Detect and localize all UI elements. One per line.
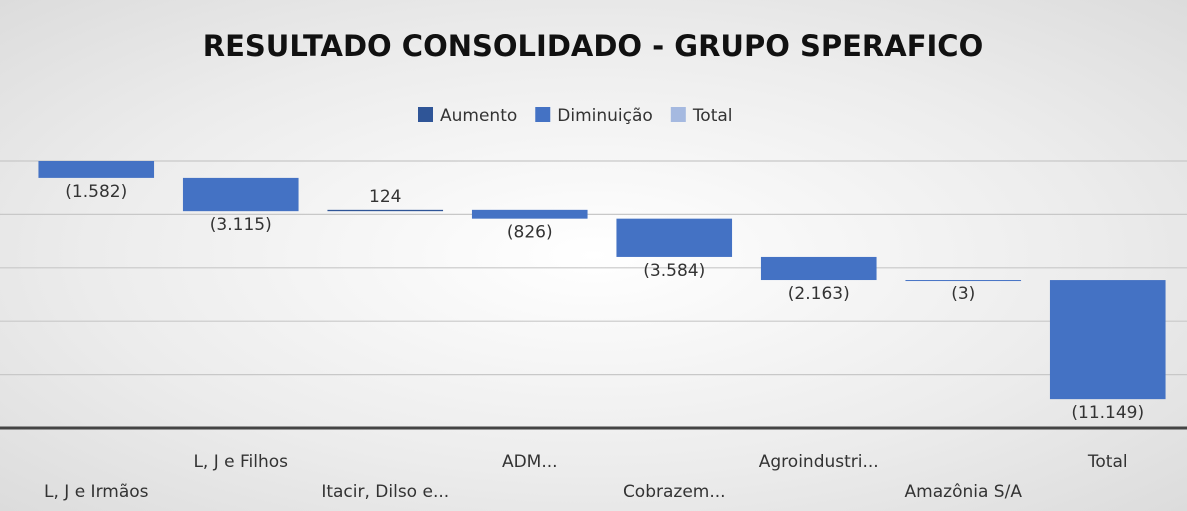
bar (38, 161, 155, 178)
value-label: 124 (369, 187, 401, 207)
x-tick-label: L, J e Irmãos (44, 482, 149, 502)
bar (327, 209, 444, 212)
value-label: (3.584) (643, 261, 705, 281)
x-tick-label: Cobrazem... (623, 482, 726, 502)
x-tick-label: Total (1087, 452, 1128, 472)
bar (905, 280, 1022, 282)
value-label: (2.163) (788, 284, 850, 304)
legend-swatch (535, 107, 551, 122)
value-label: (11.149) (1071, 403, 1144, 423)
x-tick-label: Agroindustri... (759, 452, 879, 472)
value-label: (826) (507, 223, 553, 243)
legend-swatch (418, 107, 433, 122)
legend-swatch (670, 107, 686, 122)
legend-label: Aumento (440, 106, 517, 126)
bar (471, 209, 588, 219)
bar (1049, 280, 1166, 400)
x-tick-label: ADM... (502, 452, 558, 472)
x-tick-label: Amazônia S/A (905, 482, 1023, 502)
legend-label: Total (692, 106, 733, 126)
legend-label: Diminuição (557, 106, 653, 126)
chart-title: RESULTADO CONSOLIDADO - GRUPO SPERAFICO (203, 29, 983, 63)
x-tick-label: Itacir, Dilso e... (321, 482, 449, 502)
value-label: (3.115) (210, 215, 272, 235)
value-label: (3) (951, 284, 975, 304)
value-label: (1.582) (65, 182, 127, 202)
bar (182, 177, 299, 212)
x-tick-label: L, J e Filhos (193, 452, 288, 472)
bar (760, 256, 877, 281)
bar (616, 218, 733, 257)
